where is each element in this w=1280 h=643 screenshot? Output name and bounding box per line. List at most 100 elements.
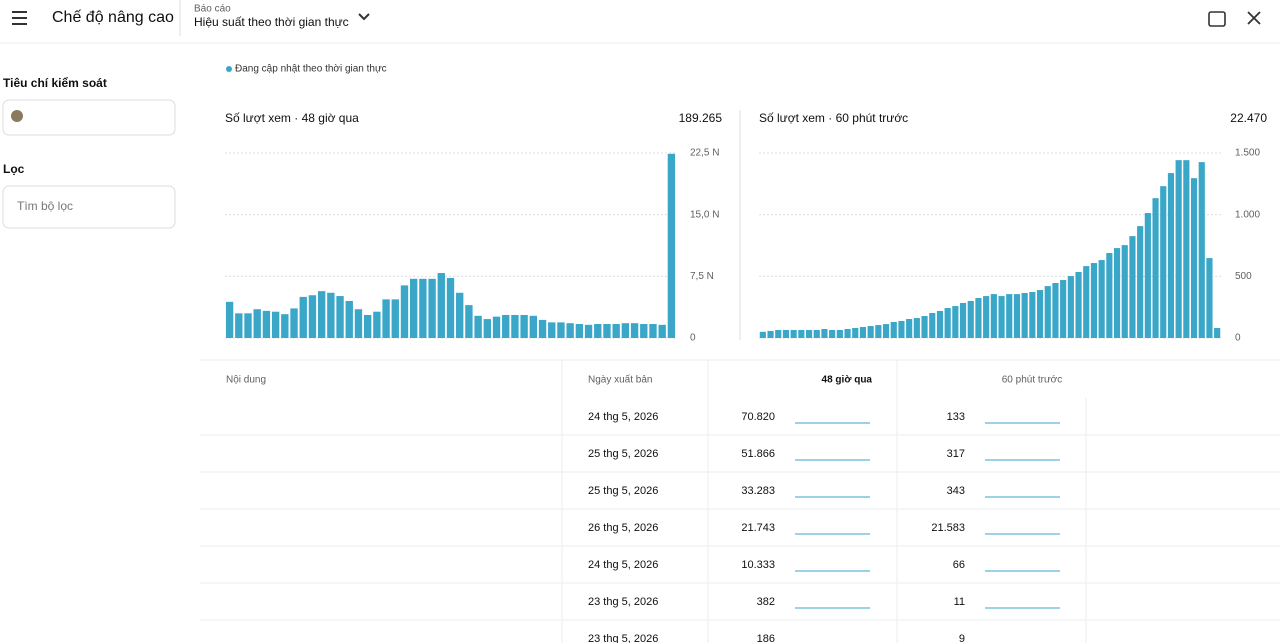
bar <box>1175 160 1182 338</box>
bar <box>1052 282 1059 338</box>
views-48h: 382 <box>757 596 775 608</box>
bar <box>290 308 298 338</box>
close-icon[interactable] <box>1247 11 1261 25</box>
bar <box>281 314 289 338</box>
bar <box>373 311 381 338</box>
bar <box>511 314 519 338</box>
bar <box>944 308 951 338</box>
bar <box>391 299 399 338</box>
bar <box>1113 248 1121 338</box>
bar <box>1075 272 1082 338</box>
bar <box>936 310 944 338</box>
avatar <box>11 110 23 122</box>
column-header[interactable]: 48 giờ qua <box>822 375 873 386</box>
menu-icon[interactable] <box>12 11 27 25</box>
bar <box>805 329 813 338</box>
criteria-label: Tiêu chí kiểm soát <box>3 76 107 90</box>
bar <box>649 324 657 338</box>
bar <box>520 314 528 338</box>
bar <box>1144 213 1151 338</box>
bar <box>612 324 620 338</box>
column-header[interactable]: Ngày xuất bản <box>588 374 653 386</box>
bar <box>1198 162 1205 338</box>
bar <box>667 153 676 338</box>
y-tick-label: 22,5 N <box>690 148 719 159</box>
bar <box>419 278 427 338</box>
channel-select[interactable] <box>2 99 176 136</box>
views-48h: 186 <box>757 633 775 643</box>
filter-input[interactable] <box>2 185 176 229</box>
bar <box>465 305 473 338</box>
chart-title: Số lượt xem · 60 phút trước <box>759 111 908 125</box>
bar <box>299 296 307 338</box>
views-60m: 317 <box>947 448 965 460</box>
publish-date: 26 thg 5, 2026 <box>588 522 658 534</box>
report-select[interactable]: Hiệu suất theo thời gian thực <box>194 15 349 29</box>
bar <box>1044 286 1051 338</box>
bar <box>437 273 445 338</box>
views-60m: 66 <box>953 559 965 571</box>
y-tick-label: 0 <box>1235 333 1241 344</box>
bar <box>1036 290 1044 338</box>
report-label: Báo cáo <box>194 4 231 15</box>
legend-dot <box>226 66 232 72</box>
bar <box>363 314 372 338</box>
feedback-icon[interactable] <box>1208 11 1226 27</box>
chart-total: 189.265 <box>679 111 723 125</box>
bar <box>594 324 602 338</box>
bar <box>1167 173 1175 338</box>
bar <box>327 292 335 338</box>
filter-placeholder[interactable]: Tìm bộ lọc <box>17 199 73 213</box>
views-48h: 21.743 <box>741 522 775 534</box>
chart-title: Số lượt xem · 48 giờ qua <box>225 111 359 125</box>
publish-date: 25 thg 5, 2026 <box>588 448 658 460</box>
bar <box>428 278 436 338</box>
bar <box>446 277 455 338</box>
bar <box>1129 236 1136 338</box>
dropdown-arrow[interactable] <box>358 13 370 21</box>
bar <box>975 298 982 338</box>
bar <box>1137 226 1144 338</box>
bar <box>898 320 905 338</box>
bar <box>967 301 974 338</box>
bar <box>584 324 593 338</box>
bar <box>1083 266 1090 338</box>
legend-text: Đang cập nhật theo thời gian thực <box>235 64 387 75</box>
bar <box>630 323 639 338</box>
bar <box>1206 258 1213 338</box>
bar <box>875 325 882 338</box>
bar <box>529 315 538 338</box>
views-60m: 11 <box>954 596 965 608</box>
bar <box>1067 276 1074 338</box>
bar <box>844 328 851 338</box>
bar <box>890 321 897 338</box>
bar <box>759 331 766 338</box>
bar <box>235 313 243 338</box>
bar <box>317 291 326 338</box>
bar <box>225 301 234 338</box>
y-tick-label: 1.000 <box>1235 209 1260 220</box>
bar <box>782 329 790 338</box>
bar <box>952 306 959 338</box>
publish-date: 25 thg 5, 2026 <box>588 485 658 497</box>
bar <box>821 328 828 338</box>
bar <box>548 322 556 338</box>
column-header[interactable]: 60 phút trước <box>1002 375 1063 386</box>
bar <box>658 324 666 338</box>
views-48h: 51.866 <box>741 448 775 460</box>
views-60m: 133 <box>947 411 965 423</box>
y-tick-label: 1.500 <box>1235 148 1260 159</box>
bar <box>557 322 565 338</box>
y-tick-label: 7,5 N <box>690 271 714 282</box>
column-header[interactable]: Nội dung <box>226 375 266 386</box>
bar <box>775 329 782 338</box>
bar <box>1090 263 1098 338</box>
bar <box>836 329 843 338</box>
bar <box>867 326 874 338</box>
bar <box>929 312 936 338</box>
bar <box>882 324 890 338</box>
views-48h: 33.283 <box>741 485 775 497</box>
bar <box>1060 280 1067 338</box>
views-60m: 21.583 <box>931 522 965 534</box>
